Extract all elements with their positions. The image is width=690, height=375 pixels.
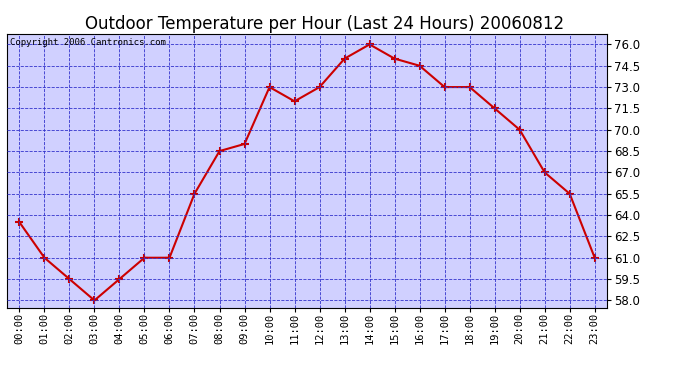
Text: Outdoor Temperature per Hour (Last 24 Hours) 20060812: Outdoor Temperature per Hour (Last 24 Ho…	[85, 15, 564, 33]
Text: Copyright 2006 Cantronics.com: Copyright 2006 Cantronics.com	[10, 38, 166, 47]
